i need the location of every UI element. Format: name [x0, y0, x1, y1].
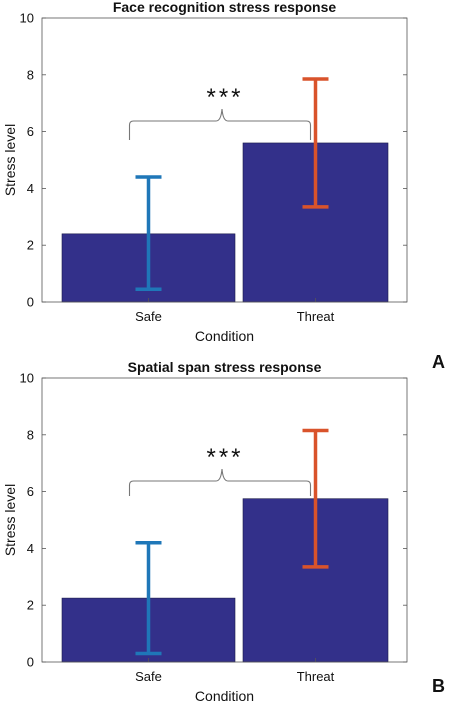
error-bar-threat — [302, 77, 329, 209]
chart-title: Spatial span stress response — [128, 359, 322, 375]
y-axis-label: Stress level — [2, 484, 18, 556]
panel-letter: B — [432, 676, 445, 696]
x-axis-label: Condition — [195, 688, 254, 704]
axes-box — [41, 377, 408, 663]
error-bar-threat — [302, 428, 329, 569]
y-tick-label: 10 — [20, 11, 34, 26]
y-tick-label: 2 — [27, 598, 34, 613]
y-tick-label: 6 — [27, 484, 34, 499]
panel-letter: A — [432, 352, 445, 372]
significance-stars: *** — [206, 444, 243, 471]
y-tick-label: 0 — [27, 655, 34, 670]
x-tick-label-threat: Threat — [297, 309, 335, 324]
y-tick-label: 10 — [20, 371, 34, 386]
significance-bracket — [128, 108, 312, 140]
significance-stars: *** — [206, 84, 243, 111]
axes-box — [41, 17, 408, 303]
y-tick-label: 6 — [27, 124, 34, 139]
y-tick-label: 8 — [27, 427, 34, 442]
y-tick-label: 4 — [27, 181, 34, 196]
x-tick-label-threat: Threat — [297, 669, 335, 684]
y-axis-label: Stress level — [2, 124, 18, 196]
y-tick-label: 0 — [27, 295, 34, 310]
y-tick-label: 8 — [27, 67, 34, 82]
significance-bracket — [128, 468, 312, 496]
x-tick-label-safe: Safe — [135, 669, 162, 684]
x-tick-label-safe: Safe — [135, 309, 162, 324]
y-tick-label: 4 — [27, 541, 34, 556]
error-bar-safe — [135, 540, 162, 656]
chart-panel-b: *** 0 2 4 6 8 10 Safe Threat Spatial span stress … — [2, 359, 445, 704]
y-tick-label: 2 — [27, 238, 34, 253]
chart-panel-a: *** 0 2 4 6 8 10 Safe Threat Face recognition str… — [2, 0, 445, 372]
chart-title: Face recognition stress response — [113, 0, 337, 15]
x-axis-label: Condition — [195, 328, 254, 344]
error-bar-safe — [135, 175, 162, 291]
